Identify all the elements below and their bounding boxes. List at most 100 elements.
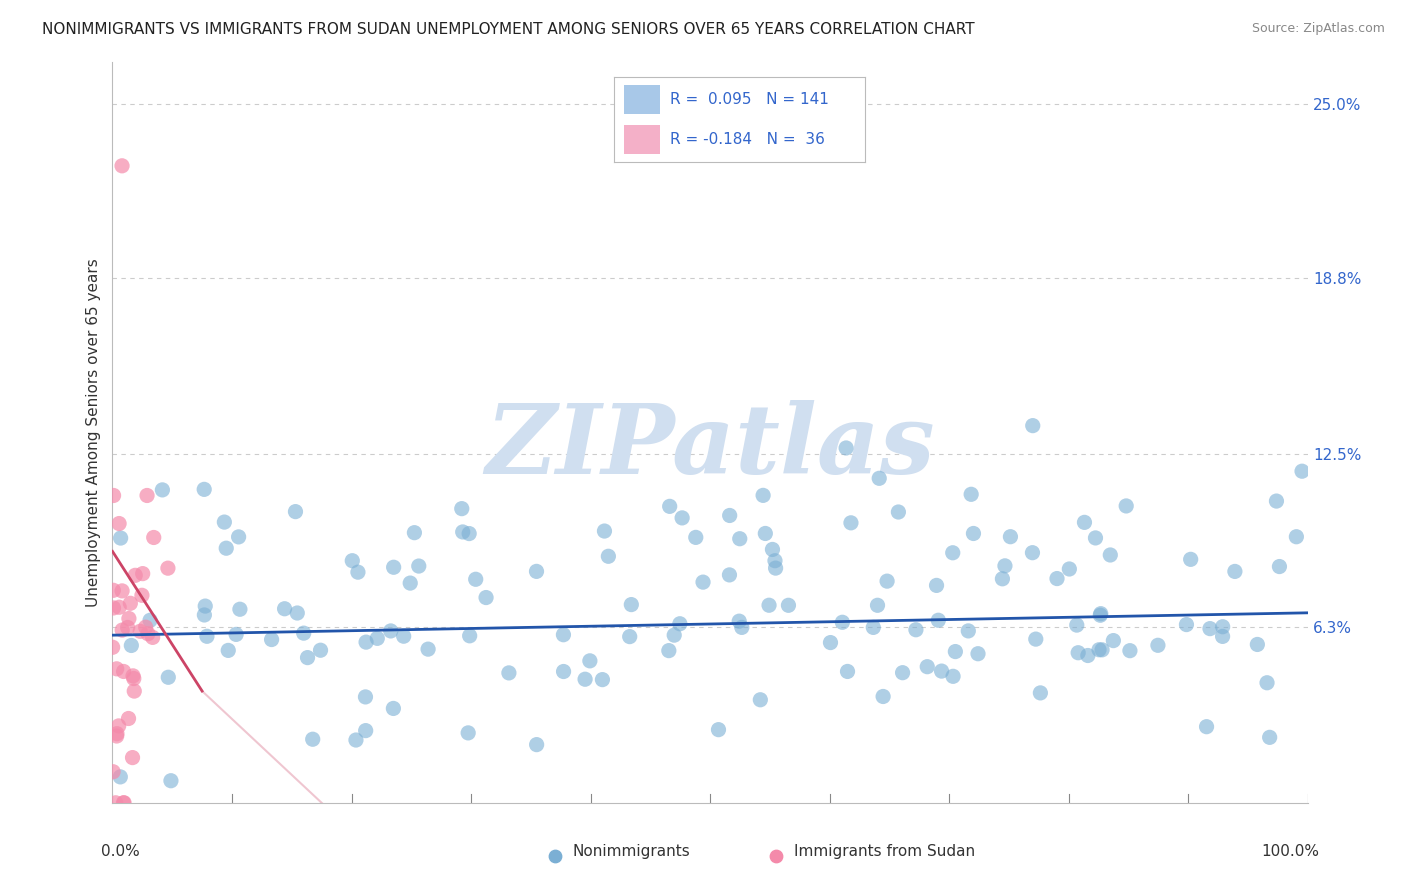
- Point: [475, 591, 498, 605]
- Point: [458, 526, 481, 541]
- Point: [450, 501, 472, 516]
- Point: [1258, 731, 1281, 745]
- Point: [591, 673, 613, 687]
- Point: [1091, 642, 1114, 657]
- Point: [215, 541, 238, 556]
- Point: [104, 796, 127, 810]
- Point: [904, 623, 927, 637]
- Point: [1256, 675, 1278, 690]
- Point: [931, 664, 953, 678]
- Point: [136, 488, 159, 502]
- Point: [214, 515, 236, 529]
- Point: [619, 630, 641, 644]
- Point: [103, 601, 125, 615]
- Point: [876, 574, 898, 589]
- Text: Source: ZipAtlas.com: Source: ZipAtlas.com: [1251, 22, 1385, 36]
- Point: [118, 611, 141, 625]
- Point: [228, 530, 250, 544]
- Point: [111, 583, 134, 598]
- Point: [887, 505, 910, 519]
- Point: [942, 546, 965, 560]
- Point: [309, 643, 332, 657]
- Point: [553, 628, 575, 642]
- Point: [1180, 552, 1202, 566]
- Point: [862, 620, 884, 634]
- Point: [620, 598, 643, 612]
- Text: ZIPatlas: ZIPatlas: [485, 401, 935, 494]
- Point: [1090, 607, 1112, 621]
- Point: [382, 701, 405, 715]
- Point: [112, 796, 135, 810]
- Point: [101, 764, 124, 779]
- Point: [284, 505, 307, 519]
- Point: [1084, 531, 1107, 545]
- Point: [354, 635, 377, 649]
- Point: [1046, 572, 1069, 586]
- Point: [131, 566, 153, 581]
- Point: [915, 659, 938, 673]
- Point: [297, 650, 319, 665]
- Point: [103, 488, 125, 502]
- Y-axis label: Unemployment Among Seniors over 65 years: Unemployment Among Seniors over 65 years: [86, 259, 101, 607]
- Point: [380, 624, 402, 638]
- Point: [598, 549, 620, 564]
- Point: [195, 629, 218, 643]
- Point: [669, 616, 692, 631]
- Point: [121, 750, 143, 764]
- Point: [404, 525, 426, 540]
- Point: [193, 483, 215, 497]
- Point: [1021, 546, 1043, 560]
- Point: [891, 665, 914, 680]
- Point: [1090, 608, 1112, 623]
- Point: [707, 723, 730, 737]
- Point: [451, 524, 474, 539]
- Point: [399, 576, 422, 591]
- Point: [344, 733, 367, 747]
- Point: [217, 643, 239, 657]
- Point: [131, 588, 153, 602]
- Point: [108, 600, 131, 615]
- Point: [967, 647, 990, 661]
- Point: [342, 554, 364, 568]
- Point: [105, 729, 128, 743]
- Point: [150, 483, 173, 497]
- Point: [122, 669, 145, 683]
- Point: [1212, 620, 1234, 634]
- Point: [142, 531, 165, 545]
- Text: Nonimmigrants: Nonimmigrants: [572, 844, 690, 859]
- Point: [1022, 418, 1045, 433]
- Point: [658, 643, 681, 657]
- Point: [108, 516, 131, 531]
- Point: [120, 596, 142, 610]
- Point: [464, 572, 486, 586]
- Point: [925, 578, 948, 592]
- Point: [866, 599, 889, 613]
- Point: [347, 565, 370, 579]
- Point: [728, 532, 751, 546]
- Point: [1066, 618, 1088, 632]
- Point: [831, 615, 853, 630]
- Point: [292, 626, 315, 640]
- Point: [110, 770, 132, 784]
- Point: [957, 624, 980, 638]
- Point: [671, 511, 693, 525]
- Point: [285, 606, 308, 620]
- Point: [117, 620, 139, 634]
- Point: [763, 554, 786, 568]
- Point: [579, 654, 602, 668]
- Point: [752, 488, 775, 502]
- Point: [354, 723, 377, 738]
- Point: [135, 620, 157, 634]
- Point: [526, 738, 548, 752]
- Point: [664, 628, 686, 642]
- Point: [122, 672, 145, 686]
- Point: [498, 665, 520, 680]
- Point: [408, 559, 430, 574]
- Point: [820, 635, 842, 649]
- Point: [1067, 646, 1090, 660]
- Point: [273, 601, 295, 615]
- Point: [749, 692, 772, 706]
- Point: [111, 623, 134, 637]
- Point: [1268, 559, 1291, 574]
- Point: [1175, 617, 1198, 632]
